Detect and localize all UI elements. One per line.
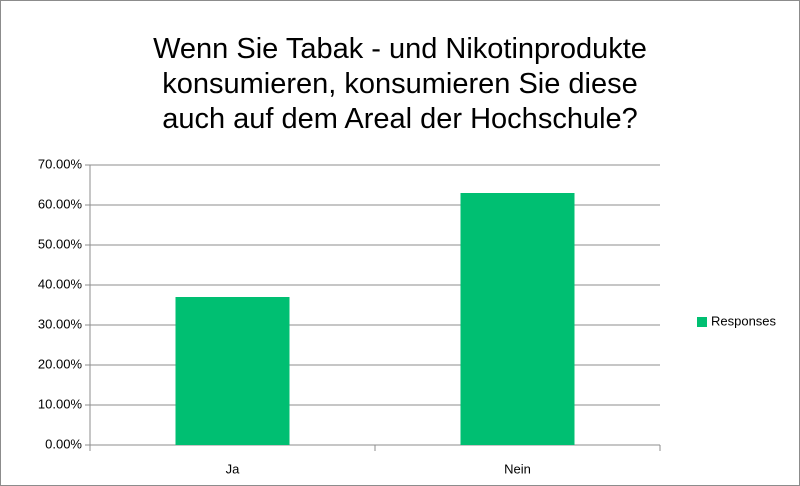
y-tick-label: 40.00% — [38, 276, 83, 291]
y-tick-label: 30.00% — [38, 316, 83, 331]
y-tick-label: 0.00% — [45, 436, 82, 451]
chart-title: Wenn Sie Tabak - und Nikotinprodukte kon… — [153, 33, 647, 135]
y-tick-label: 70.00% — [38, 156, 83, 171]
y-tick-label: 10.00% — [38, 396, 83, 411]
bar — [460, 193, 575, 445]
x-tick-label: Ja — [226, 461, 241, 476]
y-tick-label: 60.00% — [38, 196, 83, 211]
y-tick-label: 20.00% — [38, 356, 83, 371]
bar — [175, 297, 290, 445]
legend-swatch — [697, 317, 707, 327]
legend-label: Responses — [711, 313, 777, 328]
y-tick-label: 50.00% — [38, 236, 83, 251]
x-tick-label: Nein — [504, 461, 531, 476]
